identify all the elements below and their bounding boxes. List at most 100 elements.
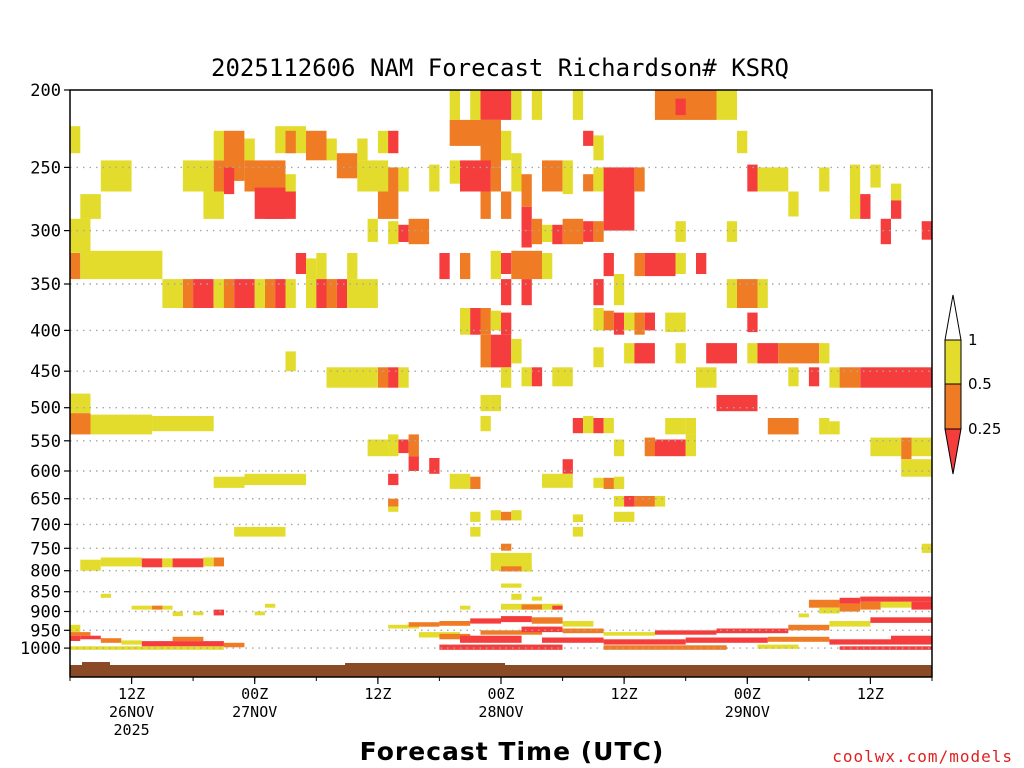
heatmap-cell <box>265 279 276 308</box>
heatmap-cell <box>654 630 717 635</box>
heatmap-cell <box>521 604 542 610</box>
heatmap-cell <box>501 312 512 335</box>
heatmap-cell <box>490 510 501 521</box>
heatmap-cell <box>613 511 635 522</box>
heatmap-cell <box>737 130 748 154</box>
heatmap-cell <box>613 439 625 457</box>
colorbar-label-0.25: 0.25 <box>968 420 1001 438</box>
x-axis-label: Forecast Time (UTC) <box>360 737 665 766</box>
heatmap-cell <box>634 253 645 277</box>
heatmap-cell <box>213 476 245 488</box>
heatmap-cell <box>634 312 645 335</box>
heatmap-cell <box>552 367 573 387</box>
heatmap-cell <box>891 635 932 645</box>
heatmap-cell <box>839 367 861 388</box>
heatmap-cell <box>100 593 112 598</box>
heatmap-cell <box>213 279 224 308</box>
heatmap-cell <box>829 621 871 627</box>
y-tick-label: 650 <box>30 490 61 510</box>
heatmap-cell <box>80 635 101 640</box>
heatmap-cell <box>511 90 522 120</box>
heatmap-cell <box>234 526 286 537</box>
heatmap-cell <box>70 632 91 636</box>
heatmap-cell <box>152 416 214 432</box>
heatmap-cell <box>490 250 501 280</box>
heatmap-cell <box>141 558 163 568</box>
heatmap-cell <box>285 351 296 372</box>
heatmap-cell <box>634 496 655 507</box>
colorbar-bottom-arrow <box>944 428 962 475</box>
heatmap-cell <box>90 414 153 435</box>
heatmap-cell <box>583 221 594 242</box>
heatmap-cell <box>501 511 512 521</box>
heatmap-cell <box>162 279 183 308</box>
heatmap-cell <box>100 638 122 643</box>
heatmap-cell <box>808 367 820 387</box>
heatmap-cell <box>70 393 91 414</box>
heatmap-cell <box>603 632 655 636</box>
x-tick-label: 29NOV <box>725 703 770 721</box>
heatmap-cell <box>470 476 481 489</box>
heatmap-cell <box>562 218 584 245</box>
heatmap-cell <box>80 194 101 219</box>
heatmap-cell <box>685 637 768 643</box>
heatmap-cell <box>408 456 419 471</box>
heatmap-cell <box>449 119 481 146</box>
x-tick-label: 12Z <box>118 685 145 703</box>
heatmap-cell <box>870 437 902 457</box>
heatmap-cell <box>480 119 501 168</box>
heatmap-cell <box>634 167 645 192</box>
heatmap-cell <box>603 418 614 434</box>
heatmap-cell <box>223 642 245 648</box>
heatmap-cell <box>562 628 604 634</box>
heatmap-cell <box>665 312 686 333</box>
heatmap-cell <box>891 200 902 219</box>
heatmap-cell <box>182 279 194 308</box>
heatmap-cell <box>572 418 584 434</box>
heatmap-cell <box>593 347 604 368</box>
heatmap-cell <box>480 630 543 635</box>
heatmap-cell <box>593 279 604 306</box>
y-tick-label: 500 <box>30 399 61 419</box>
heatmap-cell <box>223 279 235 308</box>
heatmap-cell <box>716 628 789 634</box>
heatmap-cell <box>849 164 861 192</box>
heatmap-cell <box>870 164 881 188</box>
heatmap-cell <box>470 308 481 335</box>
heatmap-cell <box>398 439 409 454</box>
heatmap-cell <box>480 90 512 120</box>
heatmap-cell <box>572 514 584 522</box>
y-tick-label: 400 <box>30 321 61 341</box>
heatmap-cell <box>552 224 563 245</box>
heatmap-cell <box>223 167 235 195</box>
y-tick-label: 850 <box>30 583 61 603</box>
heatmap-cell <box>408 434 419 457</box>
heatmap-cell <box>501 253 512 274</box>
heatmap-cell <box>603 477 614 489</box>
heatmap-cell <box>367 218 378 242</box>
heatmap-cell <box>511 153 522 192</box>
heatmap-cell <box>696 253 707 274</box>
heatmap-cell <box>460 605 471 610</box>
heatmap-cell <box>880 218 891 245</box>
heatmap-cell <box>819 607 840 614</box>
heatmap-cell <box>675 98 686 116</box>
heatmap-cell <box>542 473 573 488</box>
heatmap-cell <box>562 621 594 627</box>
heatmap-cell <box>839 646 932 650</box>
heatmap-cell <box>367 439 389 457</box>
heatmap-cell <box>819 343 830 364</box>
heatmap-cell <box>891 367 932 388</box>
heatmap-cell <box>603 191 635 231</box>
heatmap-cell <box>901 437 912 460</box>
heatmap-cell <box>757 279 768 308</box>
heatmap-cell <box>593 418 604 434</box>
heatmap-cell <box>480 416 491 432</box>
heatmap-cell <box>470 511 481 522</box>
heatmap-cell <box>172 611 183 617</box>
heatmap-cell <box>336 279 348 308</box>
x-tick-label: 00Z <box>734 685 761 703</box>
heatmap-cell <box>388 167 399 192</box>
heatmap-cell <box>490 310 501 331</box>
